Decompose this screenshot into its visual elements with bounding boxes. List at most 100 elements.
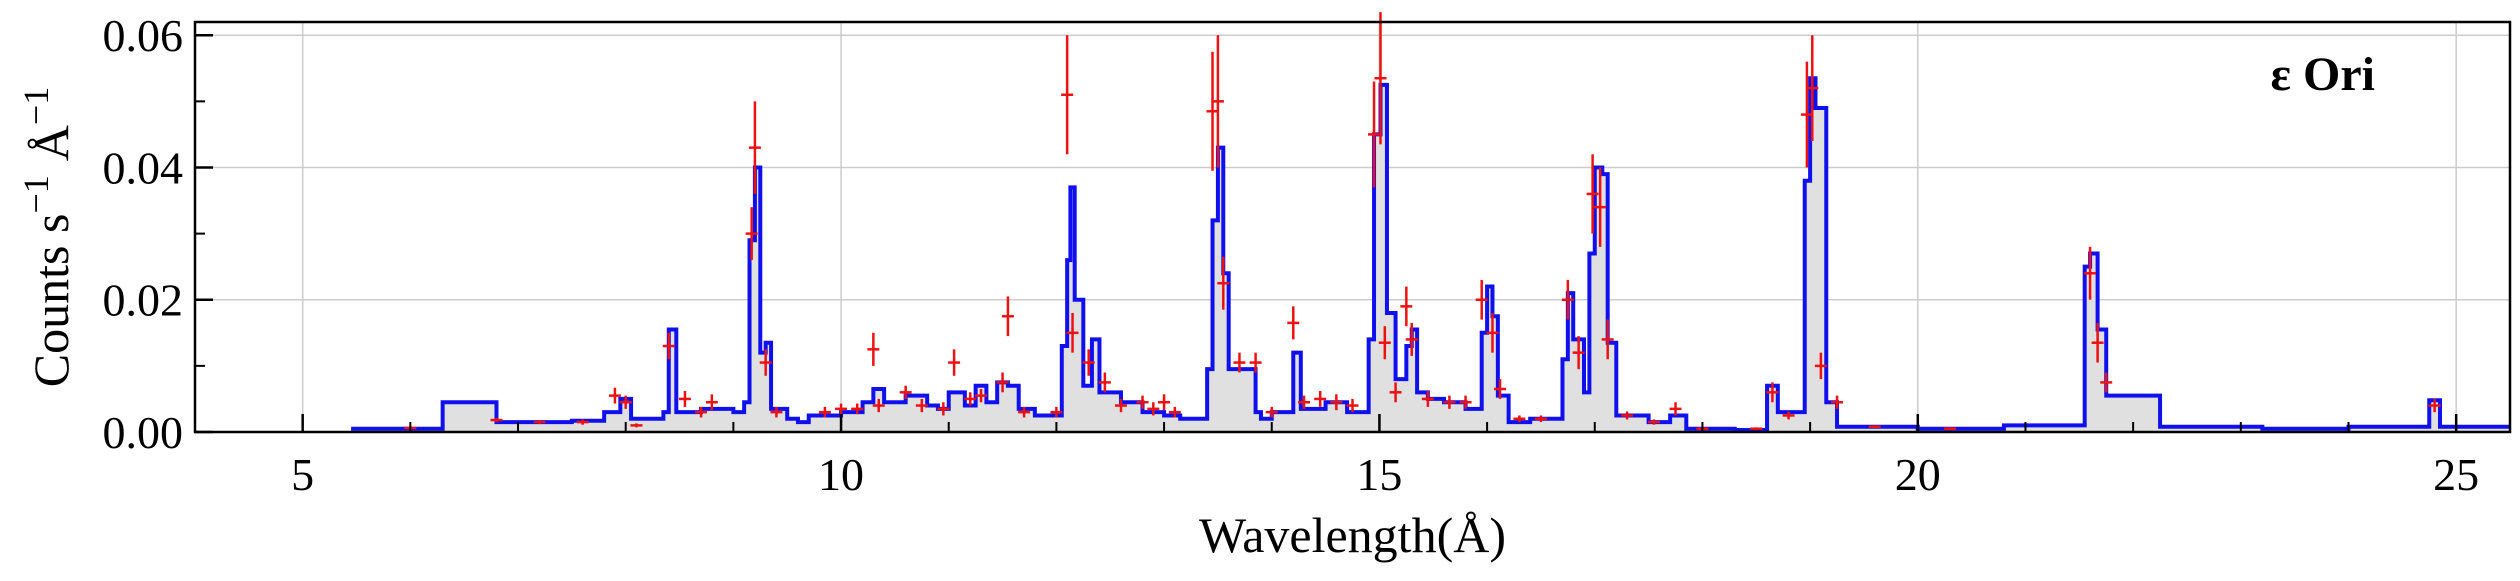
- data-point: [1368, 81, 1381, 188]
- data-point: [851, 403, 864, 415]
- data-point: [1378, 326, 1391, 360]
- data-point: [1800, 61, 1813, 168]
- data-point: [1806, 35, 1819, 142]
- data-point: [1400, 286, 1413, 327]
- data-point: [662, 332, 675, 360]
- data-point: [576, 419, 589, 425]
- data-point: [1389, 382, 1402, 403]
- data-point: [2091, 322, 2104, 363]
- data-point: [867, 332, 880, 366]
- data-point: [1944, 427, 1957, 431]
- data-point: [2084, 246, 2097, 300]
- data-point: [1750, 427, 1763, 431]
- data-point: [1287, 306, 1300, 340]
- data-point: [1586, 154, 1599, 234]
- y-axis-title-exp1: −1: [16, 175, 56, 213]
- data-point: [1082, 349, 1095, 376]
- data-point: [1158, 394, 1171, 411]
- data-point: [490, 418, 503, 423]
- y-axis-title: Counts s−1Å−1: [16, 87, 79, 387]
- y-tick-label: 0.02: [103, 275, 184, 326]
- data-point: [1601, 319, 1614, 360]
- data-point: [1669, 402, 1682, 416]
- data-point: [1621, 411, 1634, 420]
- data-point: [964, 392, 977, 406]
- data-point: [1168, 406, 1181, 418]
- data-point: [1831, 395, 1844, 409]
- data-point: [695, 406, 708, 418]
- data-point: [1534, 415, 1547, 423]
- y-tick-label: 0.00: [103, 407, 184, 458]
- data-point: [1766, 382, 1779, 403]
- y-axis-title-exp2: −1: [16, 87, 56, 125]
- model-line-layer: [351, 76, 2510, 433]
- x-axis-title: Wavelength(Å): [1199, 507, 1506, 563]
- data-point: [705, 394, 718, 411]
- y-axis-title-angstrom: Å: [23, 125, 79, 161]
- data-point: [1018, 406, 1031, 418]
- y-axis-title-main: Counts s: [23, 214, 79, 388]
- grid-layer: [195, 22, 2510, 433]
- data-point: [1136, 395, 1149, 409]
- plot-frame: [193, 20, 2512, 434]
- data-point: [1594, 167, 1607, 247]
- data-point: [1066, 312, 1079, 353]
- data-point: [1206, 51, 1219, 171]
- data-point: [835, 403, 848, 415]
- data-point: [608, 387, 621, 404]
- data-point: [948, 349, 961, 376]
- data-point: [1814, 352, 1827, 380]
- data-point: [759, 349, 772, 376]
- y-tick-label: 0.04: [103, 142, 184, 193]
- data-point: [1050, 406, 1063, 418]
- x-tick-label: 15: [1356, 449, 1402, 500]
- data-point: [1647, 419, 1660, 425]
- data-point: [748, 101, 761, 194]
- y-tick-label: 0.06: [103, 10, 184, 61]
- data-point: [2428, 398, 2441, 413]
- data-point: [975, 389, 988, 403]
- x-tick-label: 20: [1895, 449, 1941, 500]
- data-point: [1782, 411, 1795, 420]
- data-point: [872, 398, 885, 413]
- data-point: [1298, 395, 1311, 409]
- x-tick-label: 10: [818, 449, 864, 500]
- data-point: [533, 420, 546, 425]
- data-point: [1233, 352, 1246, 373]
- data-point: [915, 398, 928, 413]
- data-point: [996, 372, 1009, 393]
- data-point: [630, 423, 643, 428]
- data-point: [2100, 372, 2113, 393]
- data-point: [937, 402, 950, 416]
- star-label: ε Ori: [2271, 48, 2375, 101]
- data-point: [1475, 279, 1488, 320]
- data-point: [1405, 322, 1418, 356]
- data-point: [1330, 394, 1343, 411]
- data-point: [1217, 256, 1230, 310]
- model-line: [351, 76, 2510, 433]
- data-point: [1147, 402, 1160, 416]
- data-point: [1374, 12, 1387, 145]
- data-point: [1443, 395, 1456, 409]
- data-point: [899, 385, 912, 399]
- data-point: [1249, 352, 1262, 373]
- data-point: [818, 406, 831, 418]
- data-point: [1561, 279, 1574, 320]
- data-point: [1868, 425, 1881, 429]
- data-point: [745, 207, 758, 261]
- data-point: [1572, 336, 1585, 370]
- data-point: [1513, 415, 1526, 423]
- data-point: [1486, 312, 1499, 353]
- data-point: [1494, 379, 1507, 399]
- data-point: [770, 406, 783, 418]
- tick-layer: 5 10 15 20 25 0.00 0.02 0.04 0.06: [103, 10, 2480, 500]
- data-point: [1001, 296, 1014, 337]
- x-tick-label: 5: [291, 449, 314, 500]
- data-point: [1314, 391, 1327, 407]
- data-points-layer: [404, 12, 2441, 431]
- data-point: [1459, 395, 1472, 409]
- data-point: [1421, 391, 1434, 407]
- data-point: [1265, 406, 1278, 418]
